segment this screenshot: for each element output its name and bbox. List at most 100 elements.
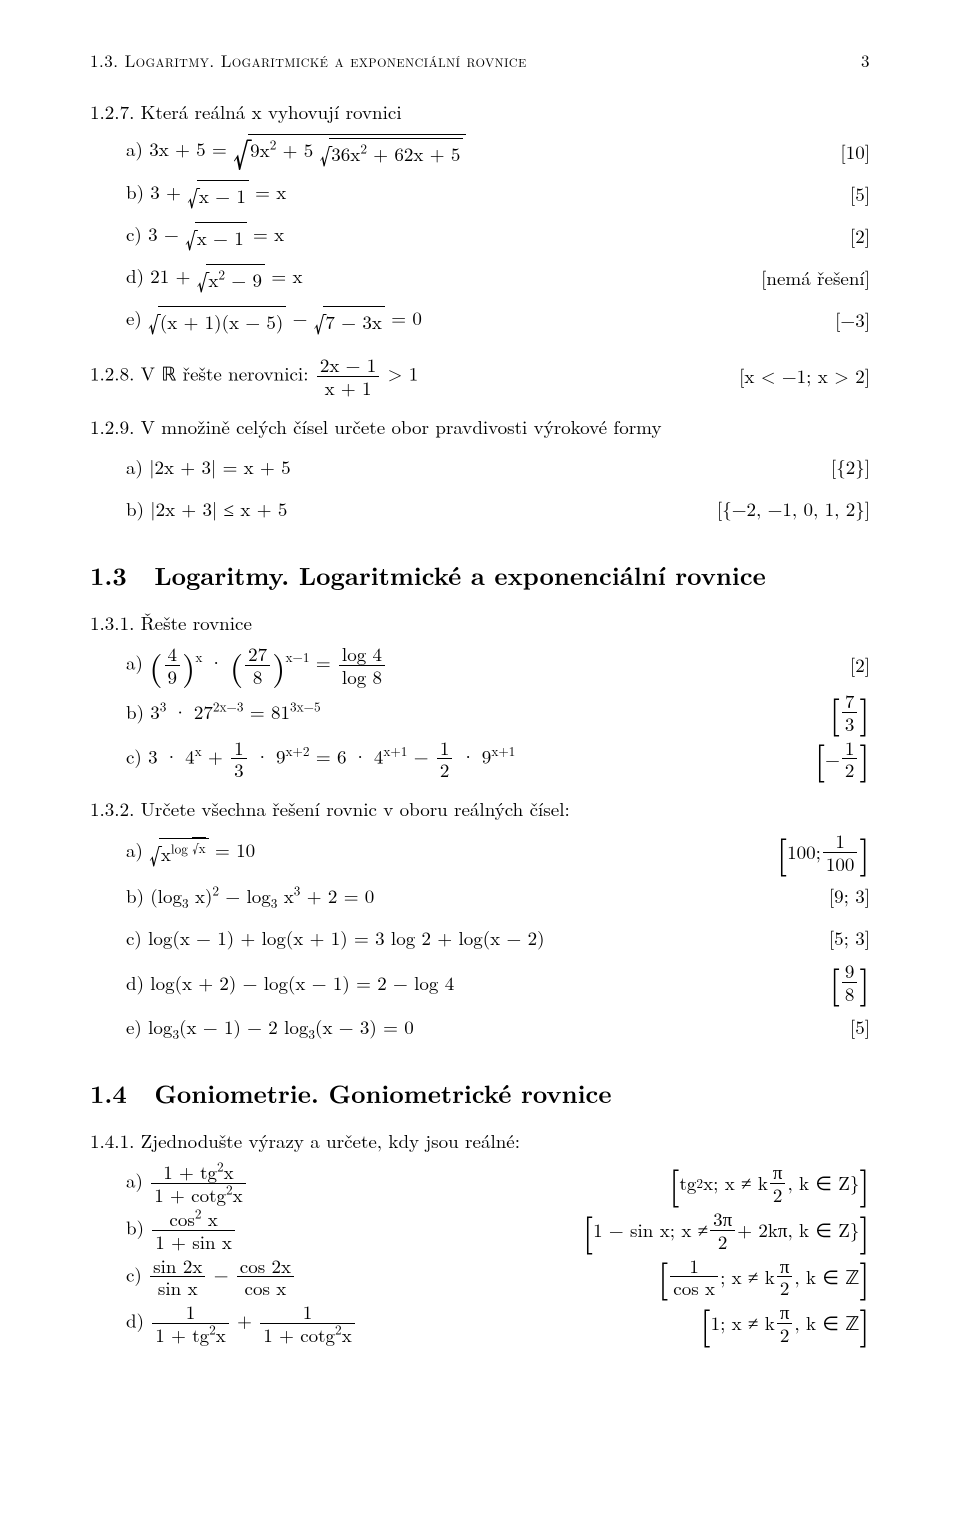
section-1-4-heading: 1.4 Goniometrie. Goniometrické rovnice — [90, 1075, 870, 1113]
ex127-c-lhs: c) 3 − x − 1 = x — [126, 220, 284, 252]
ex141-b-lhs: b) cos2 x 1 + sin x — [126, 1208, 237, 1253]
ex127-b: b) 3 + x − 1 = x [5] — [90, 174, 870, 214]
ex128-ans: [x < −1; x > 2] — [739, 362, 870, 391]
fraction: 278 — [245, 643, 270, 688]
ex132-c: c) log(x − 1) + log(x + 1) = 3 log 2 + l… — [90, 918, 870, 958]
exercise-131: 1.3.1. Řešte rovnice a) (49)x · (278)x−1… — [90, 609, 870, 782]
section-1-3-heading: 1.3 Logaritmy. Logaritmické a exponenciá… — [90, 557, 870, 595]
exercise-132-head: 1.3.2. Určete všechna řešení rovnic v ob… — [90, 795, 870, 824]
ex127-a-lhs: a) 3x + 5 = 9x2 + 5 36x2 + 62x + 5 — [126, 134, 466, 170]
sqrt-icon: x2 − 9 — [197, 264, 265, 295]
fraction: π2 — [770, 1161, 786, 1206]
ex131-b-lhs: b) 33 · 272x−3 = 813x−5 — [126, 698, 321, 727]
ex129-a: a) |2x + 3| = x + 5 [{2}] — [90, 447, 870, 487]
sqrt-icon: 36x2 + 62x + 5 — [320, 138, 464, 169]
ex141-b: b) cos2 x 1 + sin x [1 − sin x; x ≠ 3π2 … — [90, 1208, 870, 1253]
fraction: 13 — [231, 737, 247, 782]
ex131-a-lhs: a) (49)x · (278)x−1 = log 4log 8 — [126, 643, 387, 688]
fraction: 1cos x — [670, 1255, 718, 1300]
sqrt-icon: 9x2 + 5 36x2 + 62x + 5 — [233, 134, 466, 170]
ex127-e-ans: [−3] — [835, 306, 870, 335]
ex132-d-ans: [98] — [829, 960, 870, 1005]
ex141-c-lhs: c) sin 2xsin x − cos 2xcos x — [126, 1255, 296, 1300]
fraction: 3π2 — [710, 1208, 735, 1253]
ex129-b-ans: [{−2, −1, 0, 1, 2}] — [717, 495, 870, 524]
fraction: 2x − 1 x + 1 — [317, 354, 379, 399]
ex132-e-ans: [5] — [850, 1013, 870, 1042]
ex141-d: d) 1 1 + tg2x + 1 1 + cotg2x [1; x ≠ kπ2… — [90, 1301, 870, 1346]
ex127-c: c) 3 − x − 1 = x [2] — [90, 216, 870, 256]
ex127-d-ans: [nemá řešení] — [761, 264, 870, 293]
ex132-a: a) xlog √x = 10 [100; 1100] — [90, 830, 870, 875]
exercise-128: 1.2.8. V ℝ řešte nerovnici: 2x − 1 x + 1… — [90, 354, 870, 399]
ex132-b-ans: [9; 3] — [829, 882, 870, 911]
exercise-127: 1.2.7. Která reálná x vyhovují rovnici a… — [90, 98, 870, 341]
ex132-d: d) log(x + 2) − log(x − 1) = 2 − log 4 [… — [90, 960, 870, 1005]
header-page-number: 3 — [861, 48, 870, 74]
ex127-b-ans: [5] — [850, 180, 870, 209]
ex131-c-lhs: c) 3 · 4x + 13 · 9x+2 = 6 · 4x+1 − 12 · … — [126, 737, 515, 782]
ex129-b: b) |2x + 3| ≤ x + 5 [{−2, −1, 0, 1, 2}] — [90, 489, 870, 529]
ex131-c-ans: [−12] — [815, 737, 870, 782]
page: 1.3. Logaritmy. Logaritmické a exponenci… — [0, 0, 960, 1519]
ex132-a-lhs: a) xlog √x = 10 — [126, 836, 255, 868]
ex132-b-lhs: b) (log3 x)2 − log3 x3 + 2 = 0 — [126, 882, 374, 911]
fraction: cos 2xcos x — [237, 1255, 294, 1300]
ex129-a-ans: [{2}] — [831, 453, 870, 482]
ex141-a-lhs: a) 1 + tg2x 1 + cotg2x — [126, 1161, 248, 1206]
ex132-b: b) (log3 x)2 − log3 x3 + 2 = 0 [9; 3] — [90, 876, 870, 916]
ex127-a: a) 3x + 5 = 9x2 + 5 36x2 + 62x + 5 [10] — [90, 132, 870, 172]
ex128-line: 1.2.8. V ℝ řešte nerovnici: 2x − 1 x + 1… — [90, 354, 870, 399]
exercise-129: 1.2.9. V množině celých čísel určete obo… — [90, 413, 870, 530]
exercise-131-head: 1.3.1. Řešte rovnice — [90, 609, 870, 638]
ex127-b-lhs: b) 3 + x − 1 = x — [126, 178, 286, 210]
fraction: 12 — [842, 737, 858, 782]
ex127-e-lhs: e) (x + 1)(x − 5) − 7 − 3x = 0 — [126, 304, 422, 336]
ex141-d-ans: [1; x ≠ kπ2, k ∈ ℤ] — [700, 1301, 870, 1346]
fraction: cos2 x 1 + sin x — [152, 1208, 235, 1253]
ex132-c-ans: [5; 3] — [829, 924, 870, 953]
ex132-a-ans: [100; 1100] — [777, 830, 870, 875]
section-title: Logaritmy. Logaritmické a exponenciální … — [154, 558, 765, 593]
section-title: Goniometrie. Goniometrické rovnice — [154, 1076, 611, 1111]
running-header: 1.3. Logaritmy. Logaritmické a exponenci… — [90, 48, 870, 74]
fraction: 12 — [437, 737, 453, 782]
fraction: log 4log 8 — [339, 643, 385, 688]
ex127-d-lhs: d) 21 + x2 − 9 = x — [126, 262, 303, 294]
ex131-b-ans: [73] — [829, 690, 870, 735]
section-number: 1.4 — [90, 1076, 127, 1111]
fraction: 1 + tg2x 1 + cotg2x — [151, 1161, 245, 1206]
header-left: 1.3. Logaritmy. Logaritmické a exponenci… — [90, 48, 527, 74]
sqrt-icon: x − 1 — [185, 222, 247, 253]
ex131-a: a) (49)x · (278)x−1 = log 4log 8 [2] — [90, 643, 870, 688]
fraction: 1 1 + cotg2x — [260, 1301, 354, 1346]
ex127-e: e) (x + 1)(x − 5) − 7 − 3x = 0 [−3] — [90, 300, 870, 340]
sqrt-icon: x − 1 — [187, 180, 249, 211]
ex141-a-ans: [tg2x; x ≠ kπ2, k ∈ Z}] — [669, 1161, 870, 1206]
sqrt-icon: 7 − 3x — [314, 306, 385, 337]
fraction: 1100 — [823, 830, 858, 875]
ex141-b-ans: [1 − sin x; x ≠ 3π2 + 2kπ, k ∈ Z}] — [583, 1208, 870, 1253]
ex132-e: e) log3(x − 1) − 2 log3(x − 3) = 0 [5] — [90, 1007, 870, 1047]
ex141-c-ans: [1cos x; x ≠ kπ2, k ∈ ℤ] — [658, 1255, 870, 1300]
ex131-a-ans: [2] — [850, 651, 870, 680]
ex127-d: d) 21 + x2 − 9 = x [nemá řešení] — [90, 258, 870, 298]
fraction: 73 — [842, 690, 858, 735]
ex127-a-ans: [10] — [840, 138, 870, 167]
exercise-129-head: 1.2.9. V množině celých čísel určete obo… — [90, 413, 870, 442]
ex141-c: c) sin 2xsin x − cos 2xcos x [1cos x; x … — [90, 1255, 870, 1300]
fraction: sin 2xsin x — [150, 1255, 205, 1300]
fraction: π2 — [777, 1255, 793, 1300]
exercise-132: 1.3.2. Určete všechna řešení rovnic v ob… — [90, 795, 870, 1047]
ex128-lhs: 1.2.8. V ℝ řešte nerovnici: 2x − 1 x + 1… — [90, 354, 418, 399]
exercise-127-head: 1.2.7. Která reálná x vyhovují rovnici — [90, 98, 870, 127]
fraction: 1 1 + tg2x — [152, 1301, 229, 1346]
ex141-d-lhs: d) 1 1 + tg2x + 1 1 + cotg2x — [126, 1301, 357, 1346]
ex132-e-lhs: e) log3(x − 1) − 2 log3(x − 3) = 0 — [126, 1013, 414, 1042]
fraction: 49 — [165, 643, 181, 688]
ex127-c-ans: [2] — [850, 222, 870, 251]
section-number: 1.3 — [90, 558, 127, 593]
ex131-c: c) 3 · 4x + 13 · 9x+2 = 6 · 4x+1 − 12 · … — [90, 737, 870, 782]
ex129-a-lhs: a) |2x + 3| = x + 5 — [126, 453, 291, 482]
ex132-d-lhs: d) log(x + 2) − log(x − 1) = 2 − log 4 — [126, 969, 454, 998]
